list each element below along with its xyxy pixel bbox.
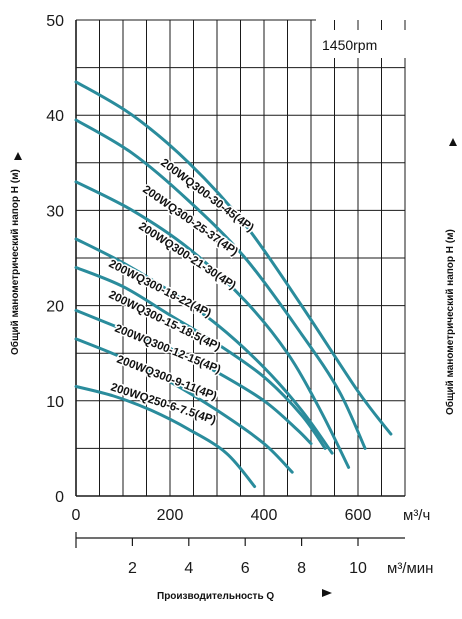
series-line-3 [74,180,351,469]
secondary-tick-label: 6 [241,560,250,577]
y-axis-ticks: 0 10 20 30 40 50 [46,13,64,506]
x-tick-label: 600 [345,507,372,524]
secondary-axis-ticks: 2 4 6 8 10 [128,538,367,577]
grid [75,19,406,497]
y-axis-title-right-group: Общий манометрический напор H (м) [444,229,456,415]
y-tick-label: 50 [46,13,64,30]
series-line-1 [74,80,393,436]
x-axis-ticks: 0 200 400 600 [72,507,372,524]
y-title-right-arrow-icon [449,138,457,146]
y-tick-label: 10 [46,394,64,411]
y-tick-label: 30 [46,203,64,220]
curves [74,80,393,488]
y-title-left-arrow-icon [14,152,22,160]
series-line-6 [74,308,313,446]
secondary-tick-label: 4 [184,560,193,577]
x-unit-secondary: м³/мин [387,560,433,577]
secondary-tick-label: 10 [349,560,367,577]
secondary-tick-label: 8 [297,560,306,577]
y-axis-title-right: Общий манометрический напор H (м) [444,229,456,415]
secondary-tick-label: 2 [128,560,137,577]
series-line-2 [74,118,367,450]
x-title-arrow-icon [322,589,332,597]
series-line-5 [74,266,327,450]
x-axis-title: Производительность Q [157,591,274,602]
y-axis-title-left-group: Общий манометрический напор H (м) [9,169,21,355]
y-axis-title-left: Общий манометрический напор H (м) [9,169,21,355]
y-tick-label: 20 [46,299,64,316]
speed-label: 1450rpm [322,37,377,53]
series-line-7 [74,337,294,474]
series-line-4 [74,237,334,455]
x-tick-label: 400 [251,507,278,524]
y-tick-label: 40 [46,108,64,125]
series-line-8 [74,385,257,488]
x-tick-label: 200 [157,507,184,524]
x-tick-label: 0 [72,507,81,524]
y-tick-label: 0 [55,489,64,506]
speed-label-box [316,30,411,58]
x-unit-primary: м³/ч [403,507,430,524]
